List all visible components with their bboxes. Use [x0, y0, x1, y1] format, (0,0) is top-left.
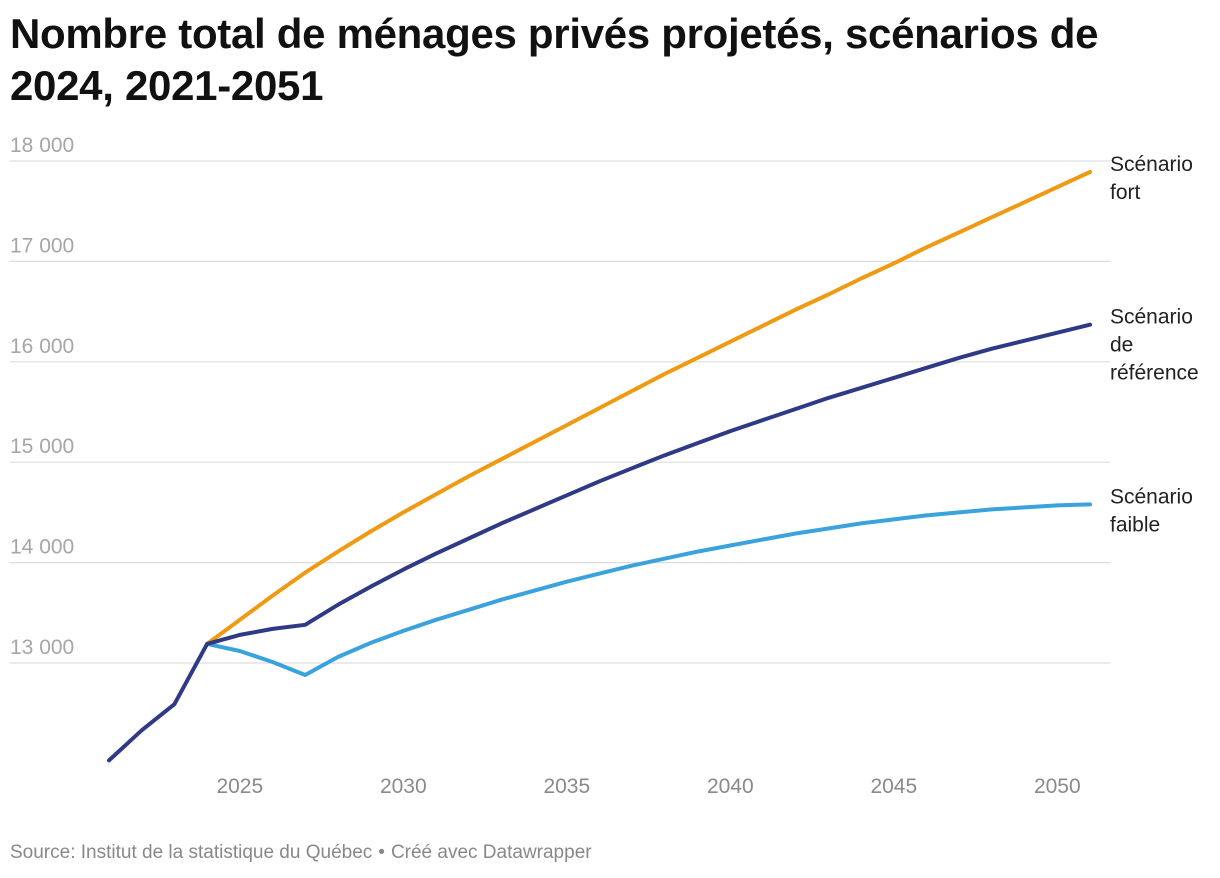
x-axis: 2025 2030 2035 2040 2045 2050 [216, 775, 1080, 798]
x-tick-label: 2035 [543, 775, 590, 798]
y-tick-label: 18 000 [10, 134, 74, 157]
x-tick-label: 2040 [707, 775, 754, 798]
source-text: Source: Institut de la statistique du Qu… [10, 842, 373, 863]
y-tick-label: 13 000 [10, 636, 74, 659]
series-line-fort [205, 170, 1092, 646]
y-tick-label: 17 000 [10, 234, 74, 257]
series-labels: Scénario faible Scénario fort Scénario de réfé… [1110, 153, 1199, 536]
x-tick-label: 2025 [216, 775, 263, 798]
x-tick-label: 2030 [380, 775, 427, 798]
grid-layer [10, 160, 1110, 664]
series-label-faible: Scénario faible [1110, 485, 1193, 536]
series-line-reference [107, 322, 1092, 763]
y-tick-label: 14 000 [10, 536, 74, 559]
x-tick-label: 2045 [870, 775, 917, 798]
line-chart: 13 000 14 000 15 000 16 000 17 000 18 000 202… [10, 134, 1199, 798]
series-label-reference: Scénario de référence [1110, 306, 1199, 385]
series-line-faible [205, 502, 1092, 677]
chart-title: Nombre total de ménages privés projetés,… [10, 10, 1099, 109]
series-label-fort: Scénario fort [1110, 153, 1193, 204]
source-note: Source: Institut de la statistique du Qu… [10, 842, 592, 864]
footer-separator: • [378, 842, 385, 863]
y-tick-label: 16 000 [10, 335, 74, 358]
credit-text: Créé avec Datawrapper [390, 842, 592, 863]
series-layer [107, 170, 1092, 763]
y-axis: 13 000 14 000 15 000 16 000 17 000 18 000 [10, 134, 74, 659]
x-tick-label: 2050 [1034, 775, 1081, 798]
y-tick-label: 15 000 [10, 435, 74, 458]
